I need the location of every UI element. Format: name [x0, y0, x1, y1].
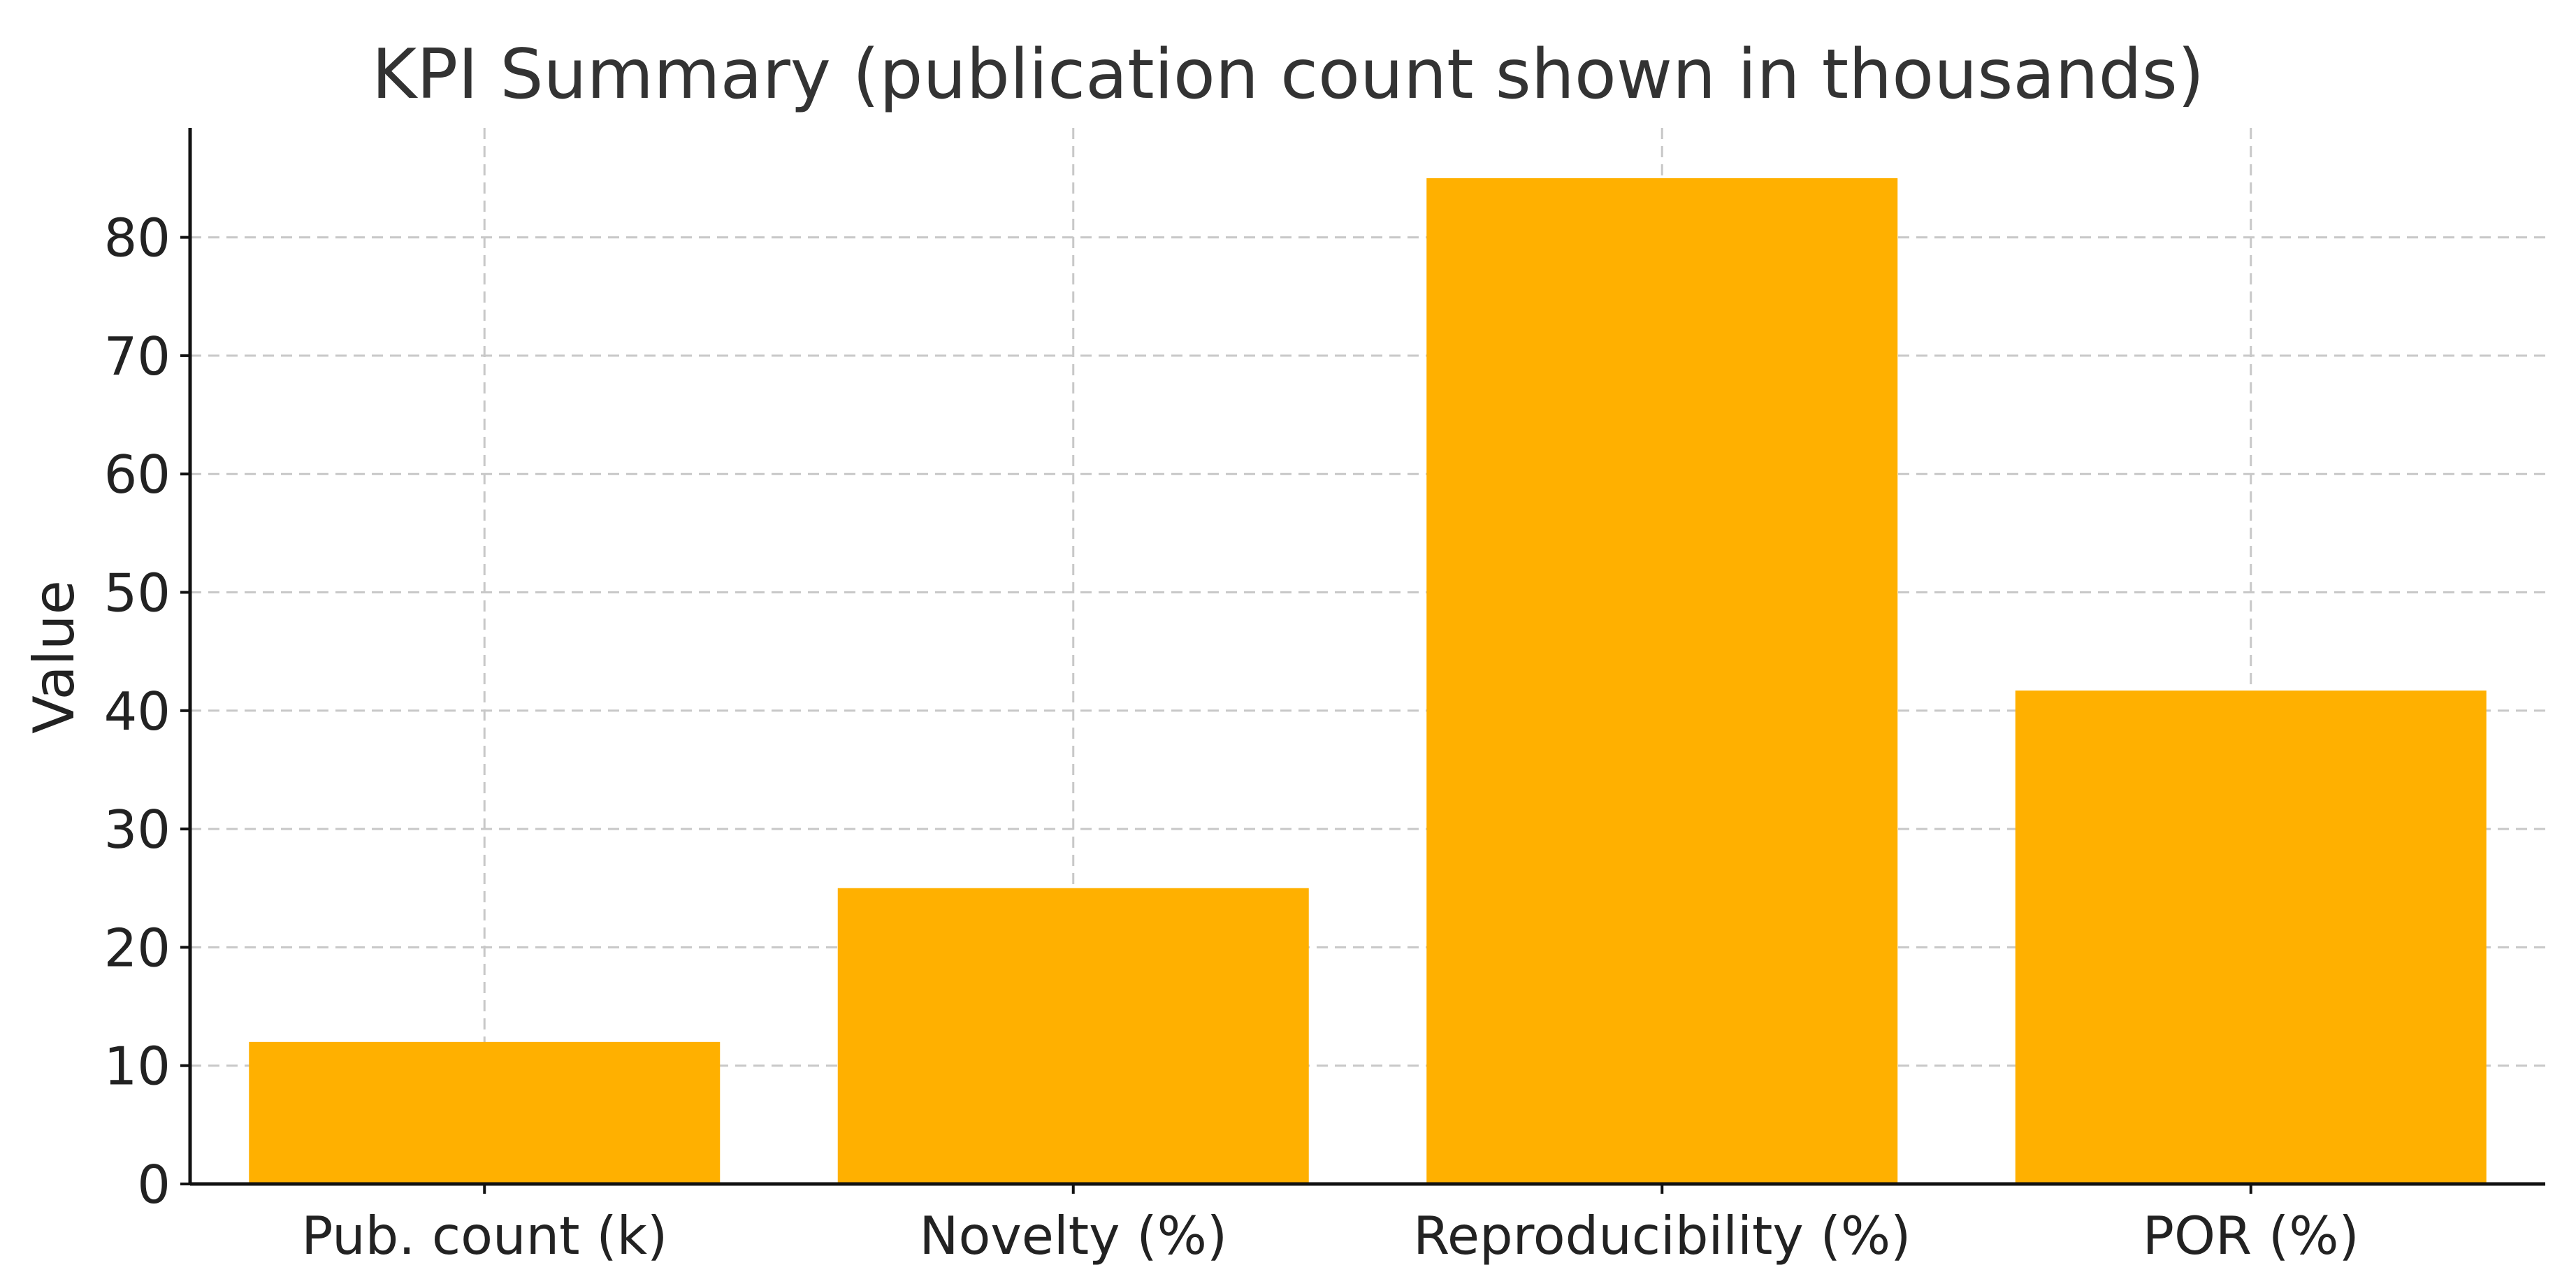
- x-tick-label: Pub. count (k): [301, 1205, 667, 1266]
- bars: [249, 178, 2487, 1184]
- y-tick-label: 0: [137, 1154, 171, 1215]
- bar: [1426, 178, 1898, 1184]
- y-tick-label: 20: [104, 917, 171, 978]
- y-tick-label: 70: [104, 326, 171, 387]
- y-axis-label: Value: [22, 580, 87, 734]
- y-tick-label: 40: [104, 681, 171, 742]
- chart-title: KPI Summary (publication count shown in …: [372, 35, 2204, 115]
- x-tick-label: Reproducibility (%): [1413, 1205, 1911, 1266]
- y-tick-label: 10: [104, 1036, 171, 1097]
- y-tick-label: 30: [104, 799, 171, 860]
- bar: [249, 1041, 721, 1184]
- y-tick-label: 80: [104, 208, 171, 269]
- x-tick-label: POR (%): [2143, 1205, 2359, 1266]
- axes: [188, 128, 2545, 1186]
- y-tick-label: 60: [104, 444, 171, 505]
- bar: [2015, 691, 2487, 1184]
- bar: [837, 888, 1309, 1184]
- x-tick-label: Novelty (%): [919, 1205, 1227, 1266]
- y-tick-label: 50: [104, 563, 171, 624]
- x-axis-ticks: Pub. count (k) Novelty (%) Reproducibility…: [301, 1184, 2359, 1266]
- y-axis-ticks: 0 10 20 30 40 50 60 70 80: [104, 208, 190, 1215]
